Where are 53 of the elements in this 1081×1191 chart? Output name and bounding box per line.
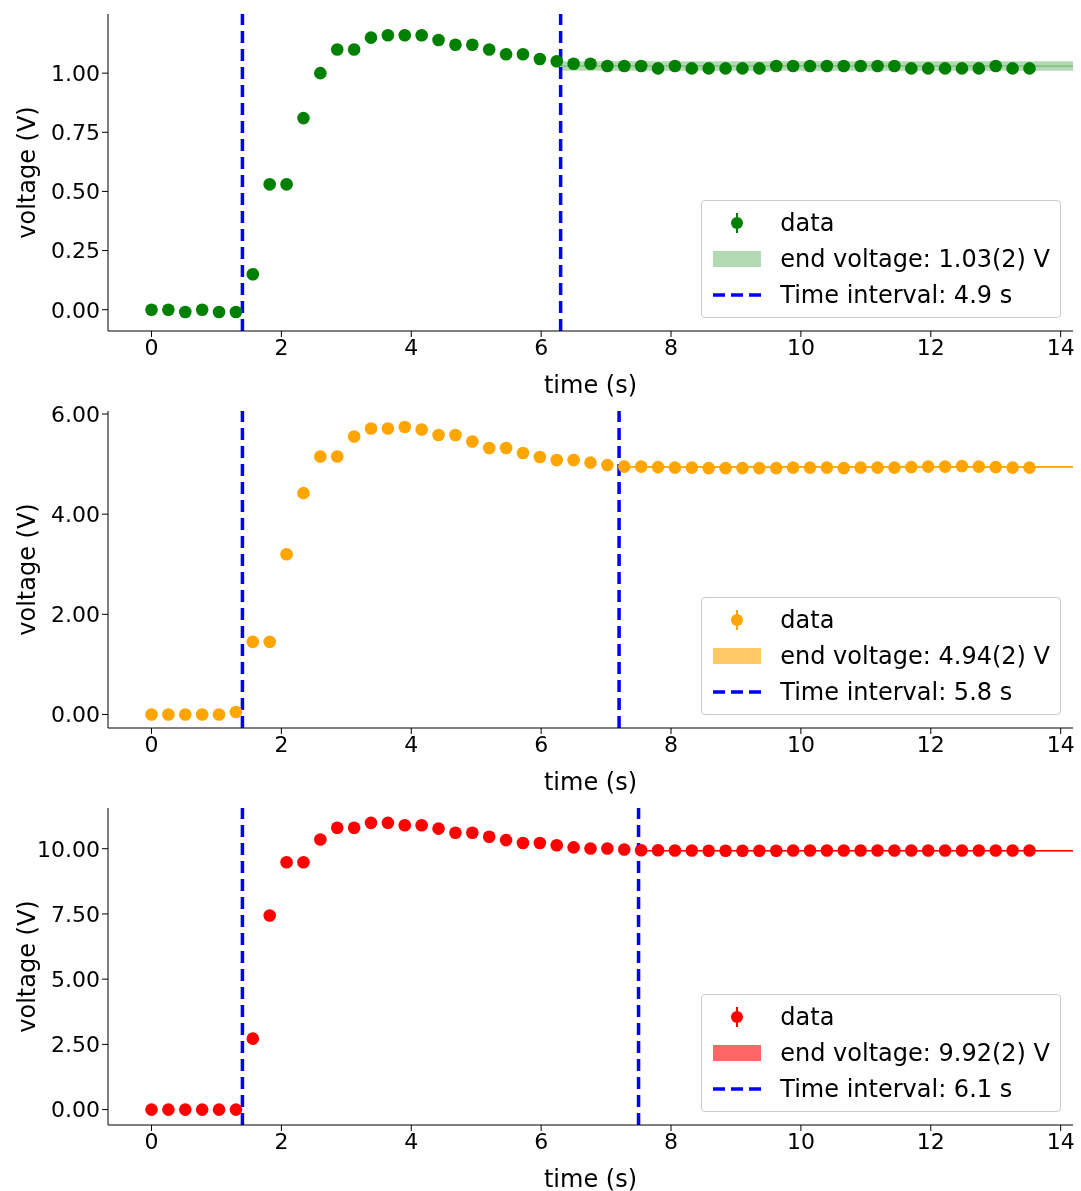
- annotation: Time interval: 5.8 s: [780, 677, 1013, 708]
- x-tick-label: 2: [274, 334, 289, 360]
- y-tick-label: 10.00: [37, 836, 100, 862]
- x-tick-label: 4: [404, 334, 419, 360]
- legend-label: data: [780, 1002, 835, 1033]
- legend-label: data: [780, 605, 835, 636]
- x-tick-label: 4: [404, 731, 419, 757]
- legend-label: end voltage: 9.92(2) V: [780, 1038, 1050, 1069]
- y-tick-label: 0.50: [51, 179, 100, 205]
- x-tick-label: 14: [1046, 334, 1075, 360]
- y-axis-title: voltage (V): [13, 503, 41, 636]
- x-tick-label: 0: [144, 334, 159, 360]
- x-tick-label: 12: [916, 1128, 945, 1154]
- x-tick-label: 6: [534, 334, 549, 360]
- y-axis-title: voltage (V): [13, 900, 41, 1033]
- x-tick-label: 2: [274, 1128, 289, 1154]
- x-tick-label: 12: [916, 731, 945, 757]
- x-axis-title: time (s): [543, 1165, 638, 1191]
- x-tick-label: 6: [534, 731, 549, 757]
- y-tick-label: 0.25: [51, 238, 100, 264]
- y-tick-label: 0.00: [51, 702, 100, 728]
- x-tick-label: 8: [664, 1128, 679, 1154]
- y-tick-label: 0.00: [51, 1097, 100, 1123]
- x-tick-label: 10: [786, 1128, 815, 1154]
- y-tick-label: 6.00: [51, 401, 100, 427]
- legend-label: end voltage: 4.94(2) V: [780, 641, 1050, 672]
- x-tick-label: 14: [1046, 1128, 1075, 1154]
- y-tick-label: 0.00: [51, 297, 100, 323]
- legend-label: end voltage: 1.03(2) V: [780, 244, 1050, 275]
- x-tick-label: 8: [664, 334, 679, 360]
- y-tick-label: 5.00: [51, 966, 100, 992]
- y-tick-label: 4.00: [51, 501, 100, 527]
- x-tick-label: 10: [786, 334, 815, 360]
- x-tick-label: 4: [404, 1128, 419, 1154]
- y-tick-label: 2.00: [51, 602, 100, 628]
- annotation: Time interval: 4.9 s: [780, 280, 1013, 311]
- x-tick-label: 2: [274, 731, 289, 757]
- x-tick-label: 6: [534, 1128, 549, 1154]
- x-axis-title: time (s): [543, 768, 638, 796]
- y-tick-label: 1.00: [51, 60, 100, 86]
- legend-label: data: [780, 208, 835, 239]
- y-tick-label: 2.50: [51, 1032, 100, 1058]
- x-tick-label: 12: [916, 334, 945, 360]
- y-tick-label: 7.50: [51, 901, 100, 927]
- x-tick-label: 8: [664, 731, 679, 757]
- x-tick-label: 14: [1046, 731, 1075, 757]
- x-axis-title: time (s): [543, 371, 638, 399]
- x-tick-label: 10: [786, 731, 815, 757]
- y-tick-label: 0.75: [51, 120, 100, 146]
- annotation: Time interval: 6.1 s: [780, 1074, 1013, 1105]
- x-tick-label: 0: [144, 731, 159, 757]
- x-tick-label: 0: [144, 1128, 159, 1154]
- y-axis-title: voltage (V): [13, 106, 41, 239]
